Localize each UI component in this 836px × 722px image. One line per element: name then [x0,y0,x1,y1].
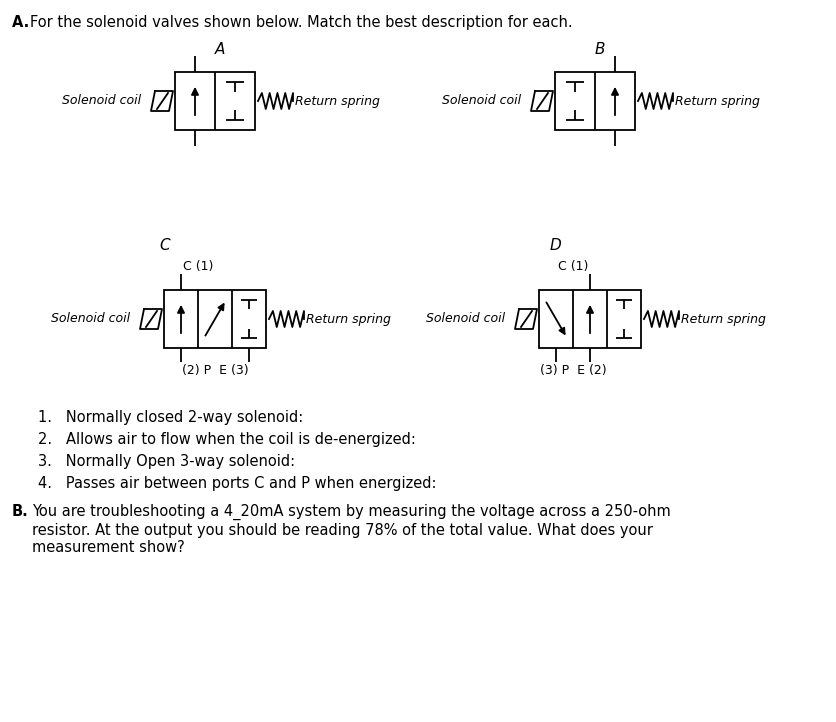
Text: Solenoid coil: Solenoid coil [51,313,130,326]
Text: C: C [160,238,171,253]
Text: (3) P  E (2): (3) P E (2) [540,364,606,377]
Text: Solenoid coil: Solenoid coil [442,95,521,108]
Text: 4.   Passes air between ports C and P when energized:: 4. Passes air between ports C and P when… [38,476,436,491]
Text: C (1): C (1) [558,260,589,273]
Text: B.: B. [12,504,28,519]
Text: 2.   Allows air to flow when the coil is de-energized:: 2. Allows air to flow when the coil is d… [38,432,415,447]
Bar [555,72,635,130]
Text: B: B [594,42,605,57]
Text: Return spring: Return spring [295,95,380,108]
Text: For the solenoid valves shown below. Match the best description for each.: For the solenoid valves shown below. Mat… [30,15,573,30]
Text: (2) P  E (3): (2) P E (3) [181,364,248,377]
Text: A.: A. [12,15,34,30]
Text: Solenoid coil: Solenoid coil [426,313,505,326]
Text: D: D [549,238,561,253]
Text: Return spring: Return spring [681,313,766,326]
Text: A: A [215,42,225,57]
Text: 3.   Normally Open 3-way solenoid:: 3. Normally Open 3-way solenoid: [38,454,295,469]
Bar [175,72,255,130]
Bar [539,290,641,348]
Text: C (1): C (1) [183,260,213,273]
Text: You are troubleshooting a 4_20mA system by measuring the voltage across a 250-oh: You are troubleshooting a 4_20mA system … [32,504,670,555]
Bar [164,290,266,348]
Text: Solenoid coil: Solenoid coil [62,95,141,108]
Text: Return spring: Return spring [306,313,391,326]
Text: Return spring: Return spring [675,95,760,108]
Text: 1.   Normally closed 2-way solenoid:: 1. Normally closed 2-way solenoid: [38,410,303,425]
